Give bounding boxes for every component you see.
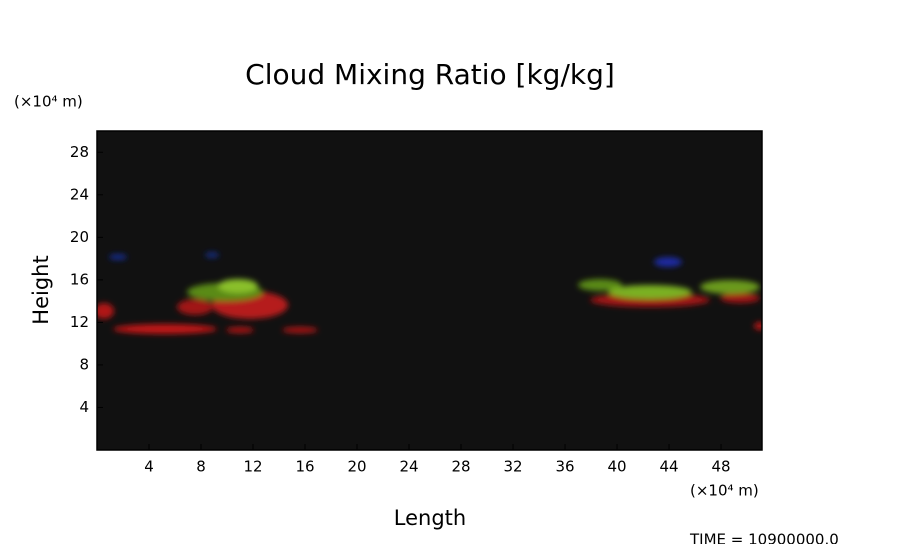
y-tick-label: 12: [70, 313, 89, 331]
plot-frame: [96, 130, 763, 451]
y-tick-label: 20: [70, 228, 89, 246]
x-tick-label: 44: [659, 458, 678, 476]
x-axis-label: Length: [394, 506, 466, 530]
y-tick-label: 4: [79, 398, 89, 416]
chart-title: Cloud Mixing Ratio [kg/kg]: [245, 58, 615, 91]
y-tick-label: 16: [70, 270, 89, 288]
x-tick-label: 20: [347, 458, 366, 476]
cloud-field: [97, 252, 762, 334]
y-tick-label: 8: [79, 355, 89, 373]
x-tick-label: 28: [451, 458, 470, 476]
x-tick-label: 12: [243, 458, 262, 476]
y-tick-label: 24: [70, 185, 89, 203]
x-tick-label: 8: [196, 458, 206, 476]
x-tick-label: 32: [503, 458, 522, 476]
x-tick-label: 24: [399, 458, 418, 476]
time-annotation: TIME = 10900000.0: [689, 531, 839, 544]
x-tick-label: 4: [144, 458, 154, 476]
x-tick-label: 40: [607, 458, 626, 476]
y-unit-label: (×10⁴ m): [14, 93, 83, 111]
y-tick-label: 28: [70, 143, 89, 161]
x-unit-label: (×10⁴ m): [690, 482, 759, 500]
x-tick-label: 36: [555, 458, 574, 476]
y-axis-label: Height: [29, 255, 53, 324]
x-tick-label: 48: [712, 458, 731, 476]
x-tick-label: 16: [295, 458, 314, 476]
